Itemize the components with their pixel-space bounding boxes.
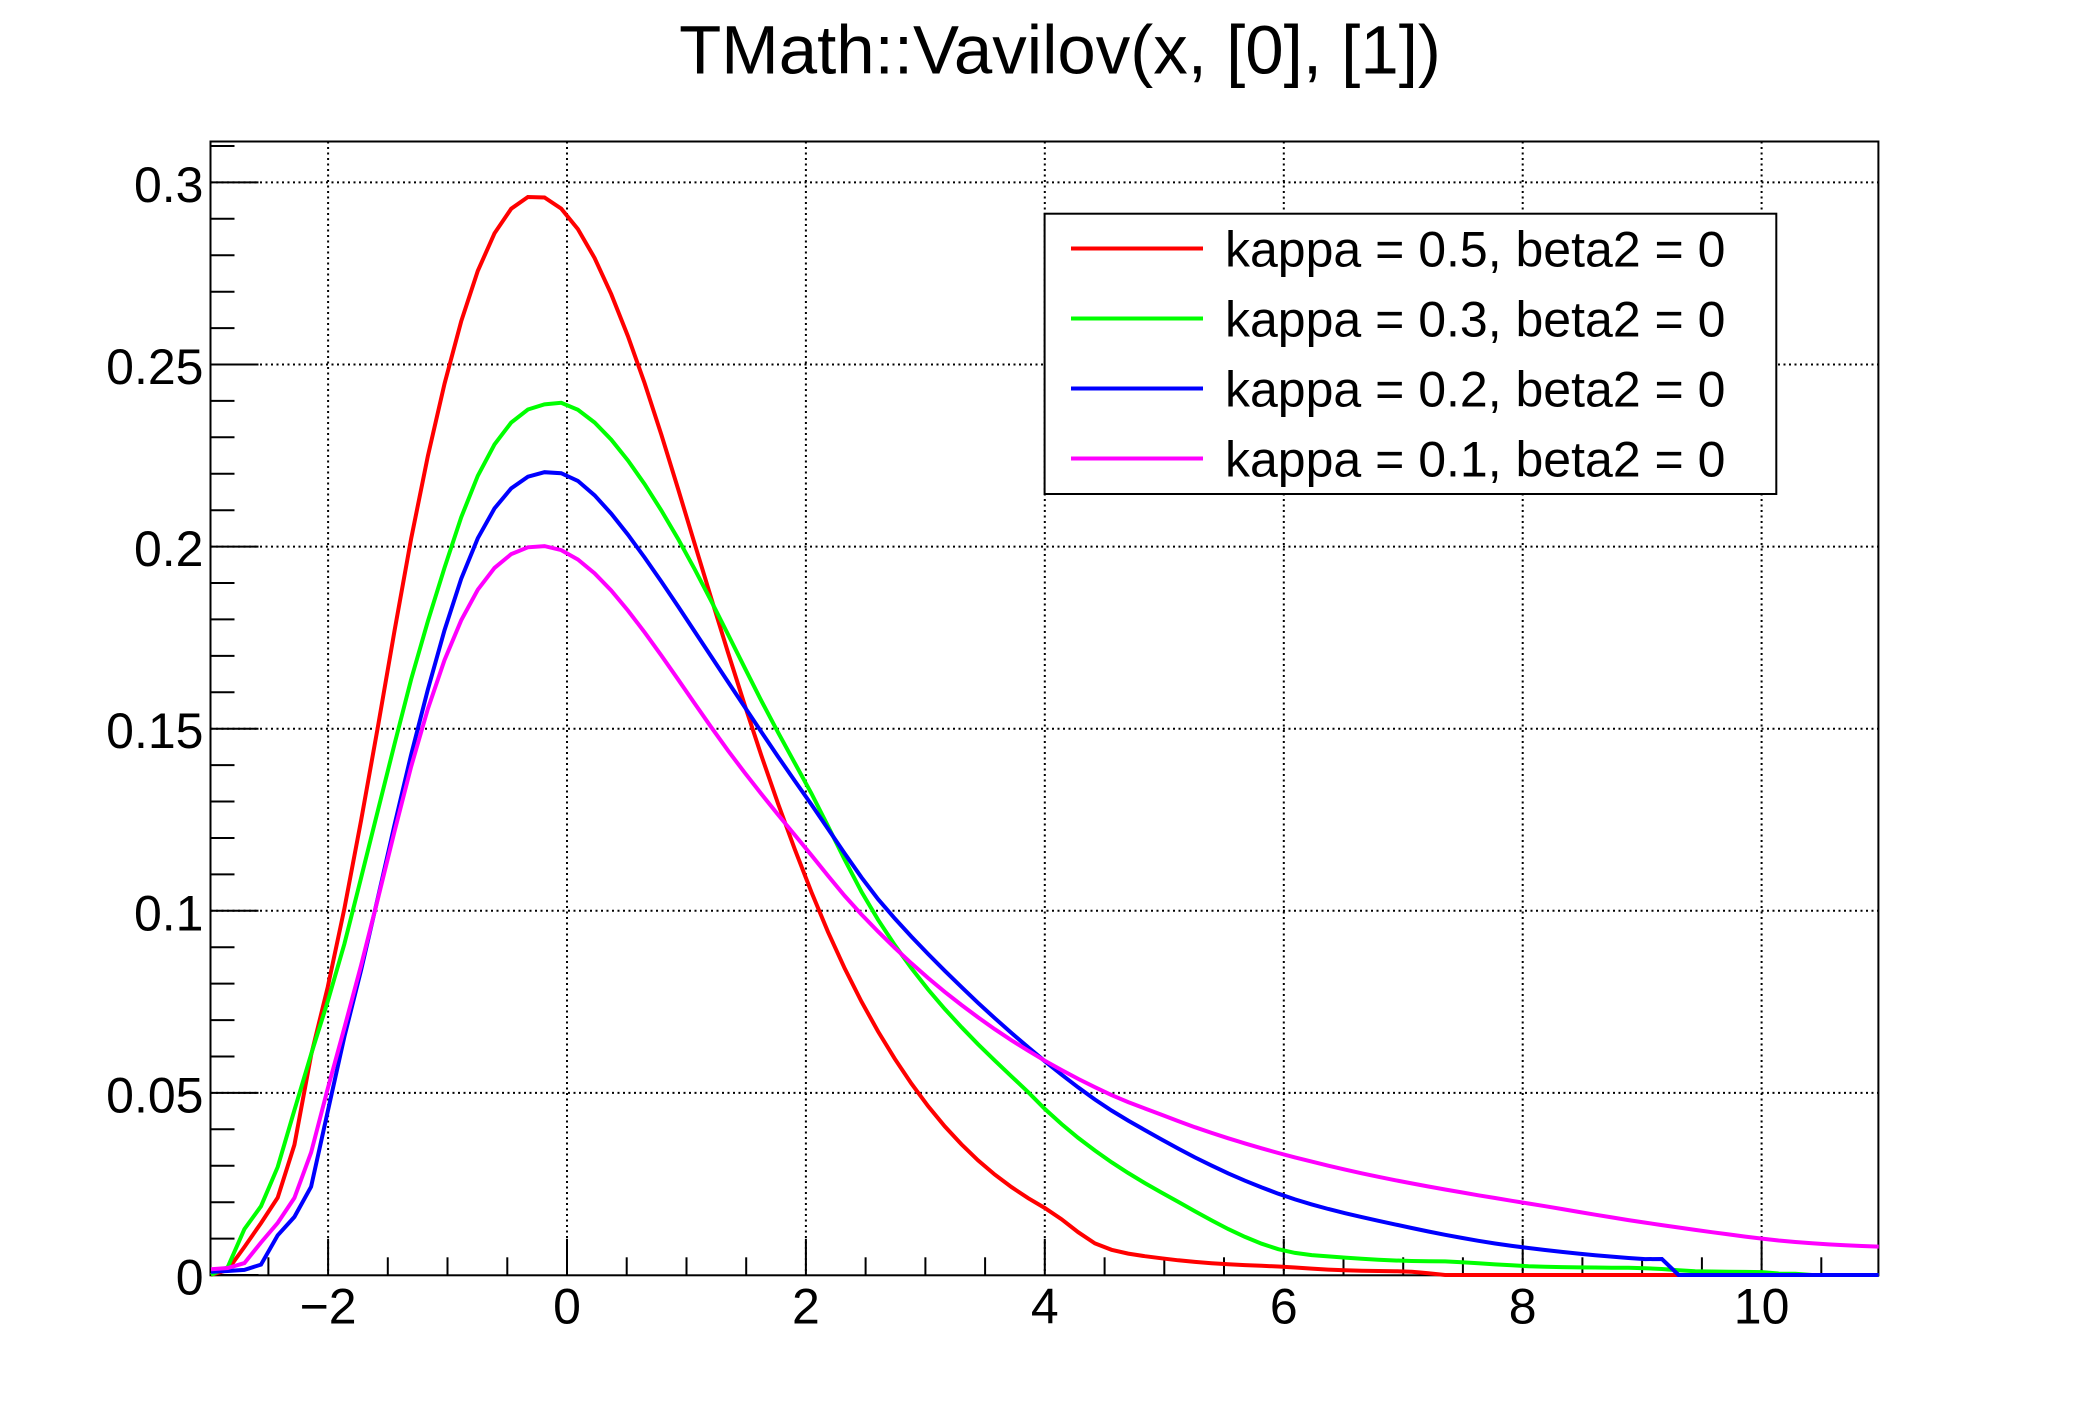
- svg-text:8: 8: [1509, 1279, 1537, 1335]
- svg-text:0.15: 0.15: [106, 703, 203, 759]
- svg-text:kappa = 0.2, beta2 = 0: kappa = 0.2, beta2 = 0: [1225, 361, 1725, 417]
- svg-text:0.1: 0.1: [134, 885, 204, 941]
- svg-text:0.3: 0.3: [134, 157, 204, 213]
- svg-text:0.2: 0.2: [134, 521, 204, 577]
- svg-text:0.25: 0.25: [106, 339, 203, 395]
- svg-text:10: 10: [1734, 1279, 1790, 1335]
- svg-text:−2: −2: [300, 1279, 357, 1335]
- svg-text:2: 2: [792, 1279, 820, 1335]
- svg-text:TMath::Vavilov(x, [0], [1]): TMath::Vavilov(x, [0], [1]): [679, 12, 1441, 89]
- svg-text:kappa = 0.1, beta2 = 0: kappa = 0.1, beta2 = 0: [1225, 431, 1725, 487]
- svg-text:kappa = 0.5, beta2 = 0: kappa = 0.5, beta2 = 0: [1225, 221, 1725, 277]
- svg-text:4: 4: [1031, 1279, 1059, 1335]
- svg-text:0: 0: [176, 1250, 204, 1306]
- svg-text:6: 6: [1270, 1279, 1298, 1335]
- svg-text:0: 0: [553, 1279, 581, 1335]
- svg-text:0.05: 0.05: [106, 1067, 203, 1123]
- svg-text:kappa = 0.3, beta2 = 0: kappa = 0.3, beta2 = 0: [1225, 291, 1725, 347]
